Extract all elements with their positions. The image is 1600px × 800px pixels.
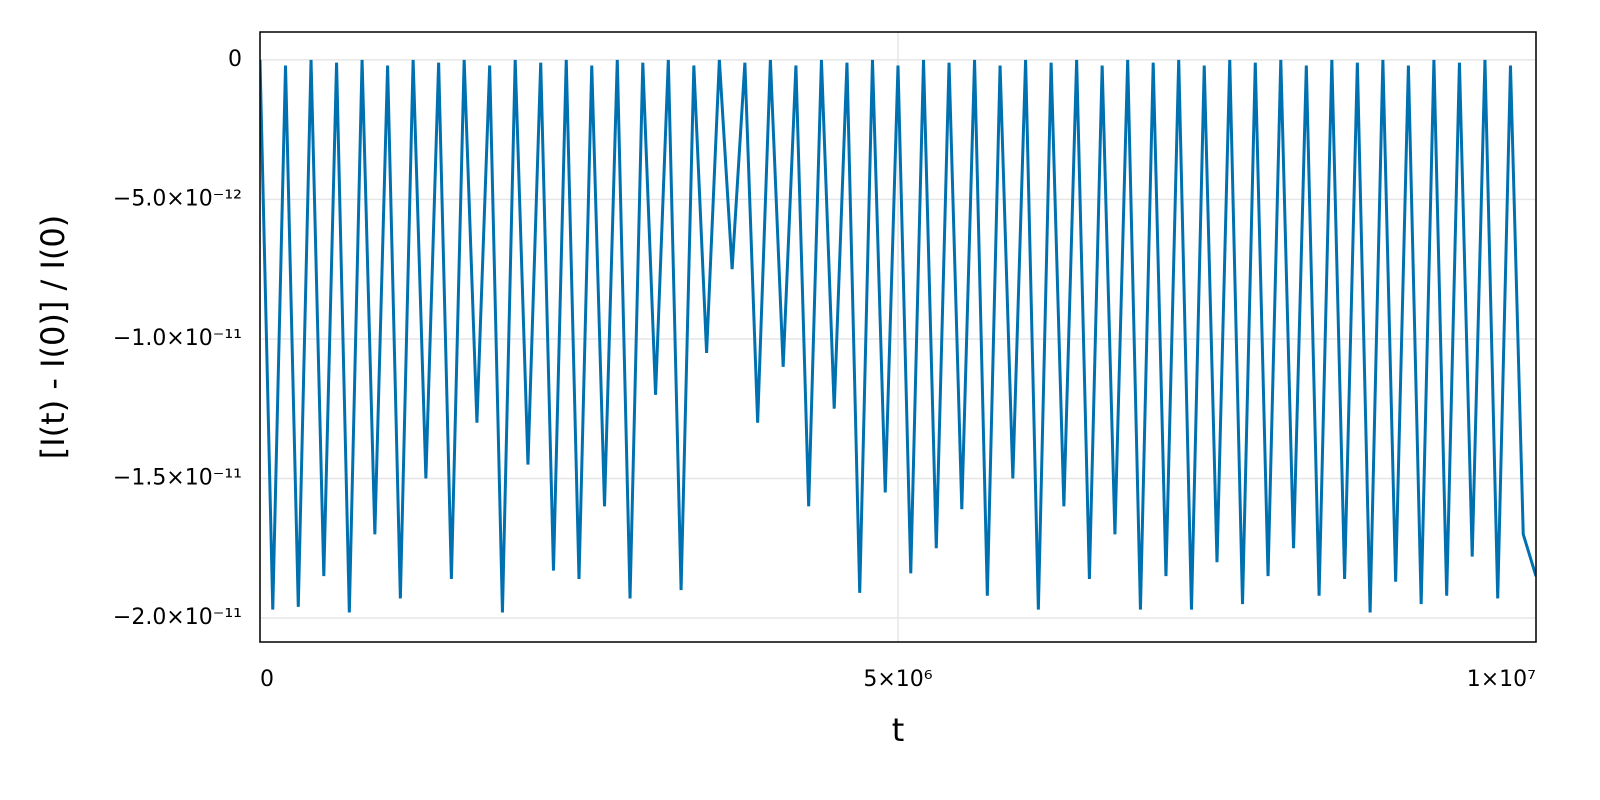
x-tick-label: 1×10⁷: [1467, 667, 1536, 692]
y-axis-title: [I(t) - I(0)] / I(0): [34, 215, 72, 459]
plot-frame: [259, 31, 1537, 643]
x-axis-title: t: [892, 711, 905, 749]
y-tick-label: −2.0×10⁻¹¹: [113, 605, 242, 630]
x-tick-label: 0: [260, 667, 274, 692]
x-tick-label: 5×10⁶: [863, 667, 932, 692]
y-tick-label: −1.0×10⁻¹¹: [113, 326, 242, 351]
y-tick-label: 0: [228, 47, 242, 72]
data-line: [260, 59, 1536, 613]
y-tick-label: −1.5×10⁻¹¹: [113, 465, 242, 490]
y-tick-label: −5.0×10⁻¹²: [113, 186, 242, 211]
